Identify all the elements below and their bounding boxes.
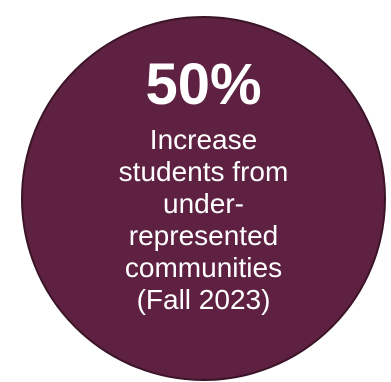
badge-circle [21, 16, 386, 381]
stat-description: Increase students from under- represente… [118, 124, 289, 315]
badge-content: 50% Increase students from under- repres… [21, 16, 386, 381]
stat-value: 50% [145, 52, 262, 117]
